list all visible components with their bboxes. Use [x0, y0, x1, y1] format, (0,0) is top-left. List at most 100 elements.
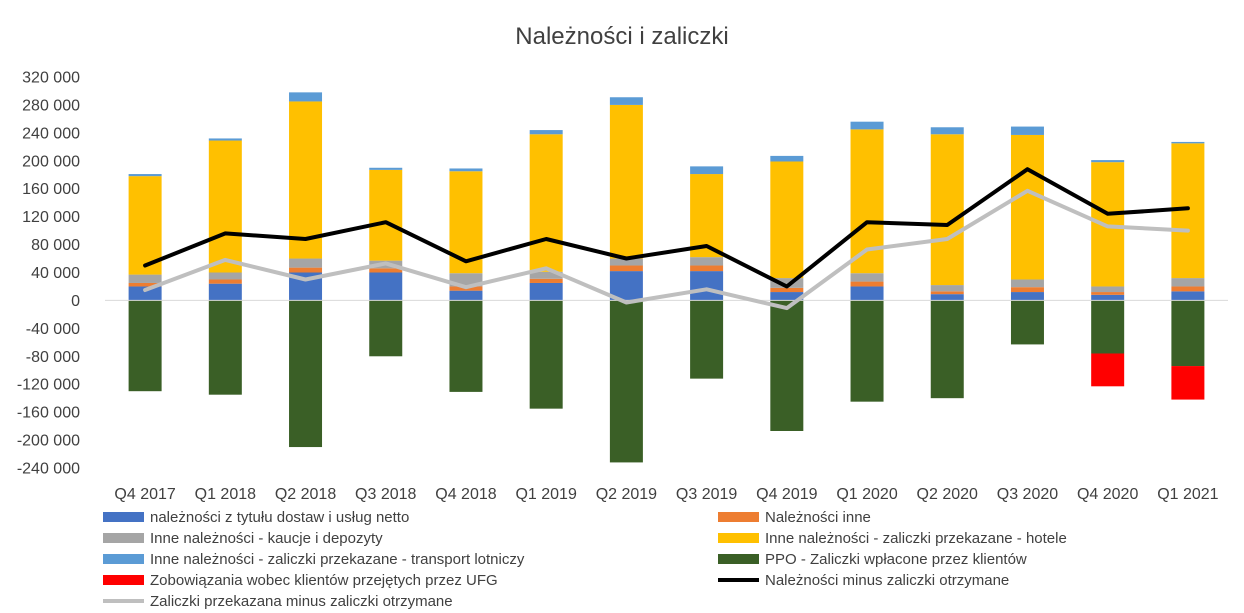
- bar-segment: [529, 278, 563, 283]
- chart-title: Należności i zaliczki: [515, 23, 728, 50]
- bar-segment: [289, 101, 323, 259]
- y-tick-label: 240 000: [22, 125, 80, 142]
- x-tick-label: Q1 2020: [836, 486, 897, 503]
- bar-segment: [1091, 292, 1125, 295]
- bar-segment: [609, 271, 643, 301]
- y-tick-label: 320 000: [22, 70, 80, 87]
- legend-swatch: [103, 512, 144, 522]
- bar-segment: [208, 272, 242, 280]
- bar-segment: [609, 265, 643, 272]
- bar-segment: [208, 138, 242, 141]
- bar-segment: [529, 130, 563, 135]
- bar-segment: [128, 300, 162, 392]
- y-tick-label: 80 000: [31, 237, 80, 254]
- bar-segment: [1171, 366, 1205, 400]
- bar-segment: [529, 134, 563, 272]
- bar-segment: [208, 300, 242, 395]
- bar-segment: [128, 286, 162, 301]
- y-tick-label: -200 000: [17, 433, 80, 450]
- bar-segment: [770, 287, 804, 293]
- bar-segment: [1091, 353, 1125, 387]
- bar-segment: [1091, 300, 1125, 354]
- bar-segment: [770, 278, 804, 288]
- x-tick-label: Q2 2018: [275, 486, 336, 503]
- y-tick-label: 200 000: [22, 153, 80, 170]
- bar-segment: [289, 300, 323, 448]
- x-tick-label: Q3 2018: [355, 486, 416, 503]
- bar-segment: [690, 257, 724, 266]
- x-tick-label: Q1 2021: [1157, 486, 1218, 503]
- bar-segment: [369, 268, 403, 273]
- x-tick-label: Q3 2019: [676, 486, 737, 503]
- bar-segment: [1010, 134, 1044, 280]
- bar-segment: [1171, 141, 1205, 144]
- x-tick-label: Q2 2020: [917, 486, 978, 503]
- y-tick-label: -240 000: [17, 461, 80, 478]
- y-tick-label: -40 000: [26, 321, 80, 338]
- legend-swatch: [103, 533, 144, 543]
- bar-segment: [930, 291, 964, 295]
- bar-segment: [369, 169, 403, 261]
- bar-segment: [1171, 300, 1205, 367]
- y-tick-label: 280 000: [22, 97, 80, 114]
- bar-segment: [690, 271, 724, 301]
- bar-segment: [1171, 291, 1205, 301]
- bar-segment: [690, 265, 724, 272]
- bar-segment: [770, 292, 804, 301]
- bar-segment: [930, 127, 964, 135]
- x-tick-label: Q4 2020: [1077, 486, 1138, 503]
- bar-segment: [770, 161, 804, 279]
- bar-segment: [369, 300, 403, 357]
- y-tick-label: -160 000: [17, 405, 80, 422]
- bar-segment: [128, 174, 162, 177]
- legend-swatch: [103, 554, 144, 564]
- bar-segment: [609, 300, 643, 463]
- bar-segment: [930, 285, 964, 292]
- series-line: [143, 188, 1190, 311]
- y-axis-ticks: 320 000 280 000 240 000 200 000 160 000 120 0…: [17, 70, 80, 478]
- y-tick-label: -80 000: [26, 349, 80, 366]
- bar-segment: [609, 104, 643, 259]
- bar-segment: [449, 168, 483, 172]
- bar-segment: [1091, 294, 1125, 301]
- x-tick-label: Q2 2019: [596, 486, 657, 503]
- bar-segment: [1010, 287, 1044, 293]
- bar-segment: [449, 300, 483, 392]
- legend-entry: PPO - Zaliczki wpłacone przez klientów: [765, 551, 1027, 568]
- bar-segment: [208, 279, 242, 284]
- bar-segment: [1091, 286, 1125, 293]
- bar-segment: [609, 97, 643, 105]
- y-tick-label: 160 000: [22, 181, 80, 198]
- bar-segment: [609, 258, 643, 266]
- bar-segment: [128, 274, 162, 283]
- bar-segment: [208, 140, 242, 273]
- legend-entry: Inne należności - zaliczki przekazane - …: [765, 530, 1067, 547]
- x-tick-label: Q4 2018: [435, 486, 496, 503]
- bar-segment: [850, 273, 884, 282]
- bars: [128, 92, 1205, 463]
- bar-segment: [930, 300, 964, 399]
- bar-segment: [850, 121, 884, 130]
- series-lines: [143, 167, 1190, 311]
- bar-segment: [1171, 286, 1205, 292]
- bar-segment: [289, 267, 323, 273]
- bar-segment: [690, 166, 724, 175]
- bar-segment: [1010, 300, 1044, 345]
- bar-segment: [930, 294, 964, 301]
- bar-segment: [449, 290, 483, 301]
- y-tick-label: 40 000: [31, 265, 80, 282]
- bar-segment: [770, 300, 804, 431]
- y-tick-label: 120 000: [22, 209, 80, 226]
- bar-segment: [1010, 126, 1044, 135]
- x-tick-label: Q4 2019: [756, 486, 817, 503]
- legend-entry: Zobowiązania wobec klientów przejętych p…: [150, 572, 498, 589]
- bar-segment: [690, 300, 724, 379]
- bar-segment: [1091, 160, 1125, 163]
- legend-entry: Zaliczki przekazana minus zaliczki otrzy…: [150, 593, 453, 610]
- y-tick-label: 0: [71, 293, 80, 310]
- legend-swatch: [103, 575, 144, 585]
- legend-entry: Należności inne: [765, 509, 871, 526]
- series-line: [143, 167, 1190, 289]
- bar-segment: [1171, 278, 1205, 287]
- bar-segment: [850, 281, 884, 287]
